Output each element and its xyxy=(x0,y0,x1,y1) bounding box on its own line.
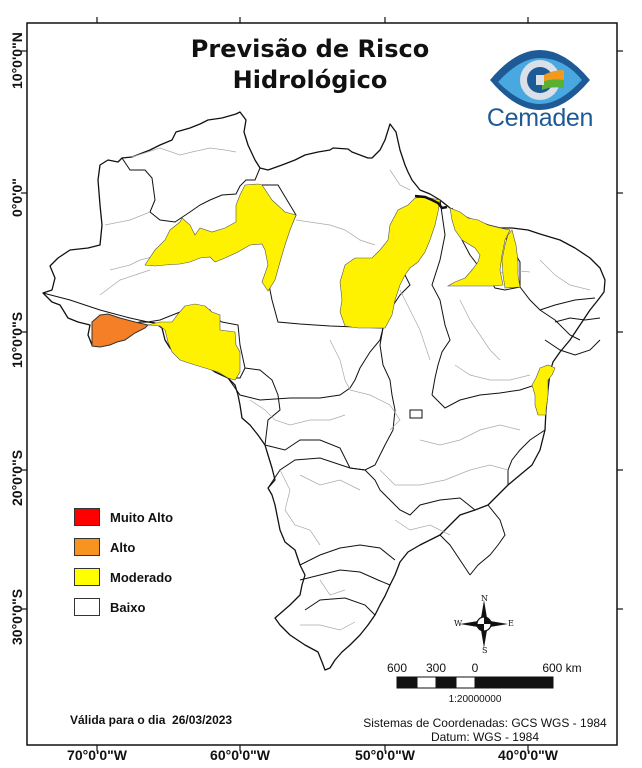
legend-swatch-baixo xyxy=(74,598,100,616)
legend-label: Baixo xyxy=(110,599,146,615)
scale-ratio: 1:20000000 xyxy=(448,694,502,705)
legend-swatch-muito-alto xyxy=(74,508,100,526)
scale-label-0: 0 xyxy=(471,661,479,675)
legend-label: Muito Alto xyxy=(110,509,174,525)
latitude-label-0: 0°0'0" xyxy=(9,178,25,217)
map-title: Previsão de Risco Hidrológico xyxy=(150,34,470,96)
scale-label-600: 600 xyxy=(386,661,408,675)
scale-label-600km: 600 km xyxy=(542,661,582,675)
longitude-label-60w: 60°0'0"W xyxy=(210,747,270,763)
legend-label: Moderado xyxy=(110,569,173,585)
compass-e: E xyxy=(508,619,514,628)
longitude-label-40w: 40°0'0"W xyxy=(498,747,558,763)
risk-areas-moderado xyxy=(144,183,556,416)
north-arrow-icon xyxy=(460,600,508,648)
datum: Datum: WGS - 1984 xyxy=(430,730,540,744)
title-line-2: Hidrológico xyxy=(232,66,388,94)
risk-area-alto xyxy=(91,313,149,348)
latitude-label-30s: 30°0'0"S xyxy=(9,588,25,645)
longitude-label-50w: 50°0'0"W xyxy=(355,747,415,763)
coastline-amapa xyxy=(414,194,448,210)
compass-w: W xyxy=(454,619,463,628)
legend-item-alto: Alto xyxy=(74,538,135,556)
legend-item-moderado: Moderado xyxy=(74,568,172,586)
cemaden-logo-icon xyxy=(490,50,590,110)
compass-n: N xyxy=(481,594,488,603)
regional-borders xyxy=(99,147,591,631)
title-line-1: Previsão de Risco xyxy=(190,35,430,63)
latitude-label-10s: 10°0'0"S xyxy=(9,311,25,368)
cemaden-logo-text: Cemaden xyxy=(486,104,594,132)
legend-swatch-moderado xyxy=(74,568,100,586)
latitude-label-10n: 10°0'0"N xyxy=(9,32,25,89)
legend-label: Alto xyxy=(110,539,136,555)
axis-ticks xyxy=(21,17,623,751)
legend-item-baixo: Baixo xyxy=(74,598,145,616)
coordinate-info: Sistemas de Coordenadas: GCS WGS - 1984 … xyxy=(354,716,616,744)
scale-label-300: 300 xyxy=(425,661,447,675)
longitude-label-70w: 70°0'0"W xyxy=(67,747,127,763)
latitude-label-20s: 20°0'0"S xyxy=(9,449,25,506)
coordinate-system: Sistemas de Coordenadas: GCS WGS - 1984 xyxy=(363,716,607,730)
legend-item-muito-alto: Muito Alto xyxy=(74,508,173,526)
legend-swatch-alto xyxy=(74,538,100,556)
valid-date: Válida para o dia 26/03/2023 xyxy=(70,713,233,727)
compass-s: S xyxy=(482,646,488,655)
scale-bar xyxy=(396,676,554,689)
